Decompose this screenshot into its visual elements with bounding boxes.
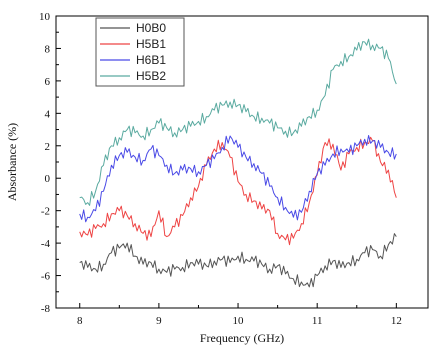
y-tick-label: 2 <box>45 141 51 153</box>
y-tick-label: 10 <box>39 11 51 23</box>
y-axis-ticks: -8 -6 -4 -2 0 2 4 6 8 10 <box>39 11 61 315</box>
y-axis-title: Absorbance (%) <box>5 123 19 201</box>
series-line-h0b0 <box>79 233 397 288</box>
x-tick-label: 12 <box>391 315 402 327</box>
legend-label: H6B1 <box>136 53 166 67</box>
y-tick-label: 6 <box>45 76 51 88</box>
series-line-h5b2 <box>79 38 397 206</box>
y-tick-label: -2 <box>41 206 50 218</box>
y-tick-label: -4 <box>41 238 51 250</box>
x-tick-label: 9 <box>156 315 162 327</box>
y-tick-label: 8 <box>45 43 51 55</box>
y-tick-label: 4 <box>45 108 51 120</box>
x-tick-label: 8 <box>77 315 83 327</box>
x-tick-label: 11 <box>312 315 323 327</box>
series-line-h5b1 <box>79 136 397 246</box>
legend-box <box>95 17 185 87</box>
legend-label: H0B0 <box>136 21 166 35</box>
legend: H0B0 H5B1 H6B1 H5B2 <box>95 17 185 87</box>
y-tick-label: 0 <box>45 173 51 185</box>
x-axis-title: Frequency (GHz) <box>200 331 284 345</box>
legend-label: H5B2 <box>136 69 166 83</box>
series-line-h6b1 <box>79 135 397 223</box>
y-tick-label: -6 <box>41 271 51 283</box>
x-tick-label: 10 <box>233 315 245 327</box>
series-lines <box>79 38 397 288</box>
y-tick-label: -8 <box>41 303 51 315</box>
x-axis-ticks: 8 9 10 11 12 <box>77 303 402 327</box>
legend-label: H5B1 <box>136 37 166 51</box>
